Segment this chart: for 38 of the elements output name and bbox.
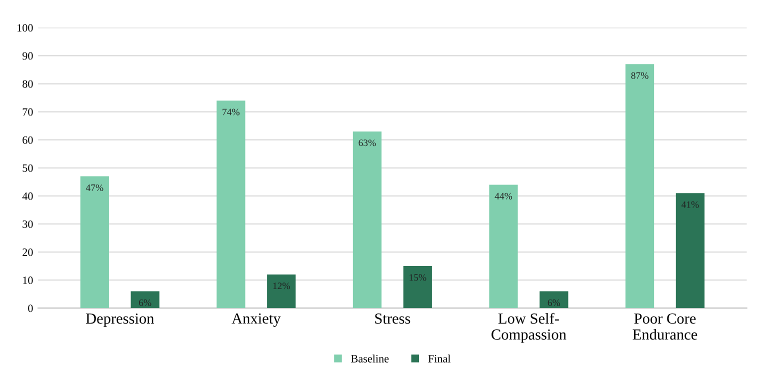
bar — [216, 100, 246, 308]
y-tick-label: 80 — [22, 80, 33, 88]
bar — [625, 64, 654, 308]
x-tick-label: Low Self- Compassion — [492, 312, 566, 343]
y-tick-label: 70 — [22, 108, 33, 116]
data-label: 6% — [548, 299, 560, 306]
data-label: 6% — [139, 299, 152, 306]
bar — [403, 266, 432, 308]
bar — [489, 184, 518, 308]
bar — [676, 193, 705, 308]
bar — [540, 291, 568, 308]
y-tick-label: 90 — [22, 52, 33, 60]
data-label: 15% — [410, 274, 426, 281]
y-tick-label: 60 — [22, 136, 33, 144]
data-label: 87% — [631, 72, 648, 79]
bar — [80, 176, 109, 308]
y-tick-label: 30 — [22, 220, 33, 228]
y-tick-label: 10 — [23, 276, 33, 284]
data-label: 41% — [681, 201, 699, 208]
x-tick-label: Stress — [375, 313, 410, 324]
y-tick-label: 0 — [28, 304, 33, 312]
legend-label: Baseline — [351, 354, 389, 362]
legend-label: Final — [428, 354, 451, 362]
data-label: 12% — [273, 282, 290, 290]
x-tick-label: Poor Core Endurance — [632, 313, 698, 340]
data-label: 47% — [86, 184, 104, 192]
y-tick-label: 20 — [22, 248, 33, 256]
y-tick-label: 40 — [22, 192, 33, 200]
bar — [130, 291, 160, 308]
data-label: 74% — [222, 108, 240, 116]
x-tick-label: Depression — [86, 313, 154, 327]
bar — [267, 274, 296, 308]
y-tick-label: 50 — [22, 164, 33, 172]
data-label: 44% — [494, 192, 512, 200]
x-tick-label: Anxiety — [232, 313, 281, 327]
bar — [352, 131, 382, 308]
data-label: 63% — [358, 140, 376, 146]
y-tick-label: 100 — [18, 24, 33, 32]
